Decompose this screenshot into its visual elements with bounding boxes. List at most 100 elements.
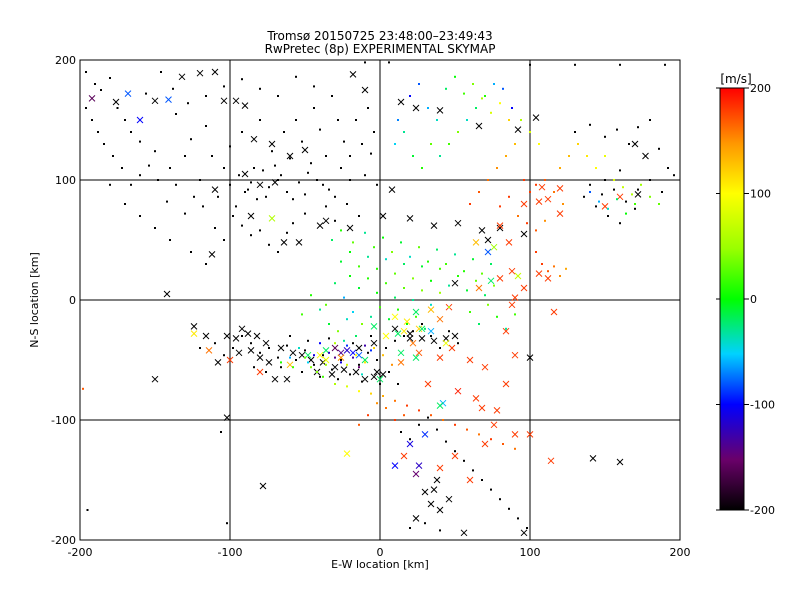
data-point-dot [280,174,282,177]
data-point-dot [271,150,273,153]
data-point-dot [367,255,369,258]
data-point-dot [328,351,330,354]
data-point-dot [112,155,114,157]
data-point-dot [238,174,240,177]
data-point-dot [328,323,330,325]
data-point-dot [487,303,489,306]
data-point-dot [421,323,423,325]
data-point-cross [436,402,444,409]
data-point-dot [319,128,321,131]
data-point-dot [631,193,633,196]
data-point-cross [268,215,276,222]
data-point-dot [220,431,222,433]
data-point-dot [625,200,627,203]
data-point-dot [403,263,405,265]
data-point-dot [379,306,381,309]
data-point-dot [253,366,255,369]
data-point-cross [352,368,360,376]
data-point-dot [403,335,405,337]
data-point-cross [406,215,414,222]
data-point-cross [253,332,261,340]
data-point-cross [436,107,444,114]
data-point-cross [370,323,378,330]
data-point-dot [439,529,441,532]
data-point-dot [259,229,261,232]
data-point-dot [529,131,531,133]
data-point-dot [445,440,447,443]
data-point-dot [343,339,345,342]
data-point-dot [241,78,243,81]
data-point-dot [427,107,429,109]
data-point-dot [388,371,390,373]
data-point-cross [412,104,420,112]
data-point-dot [325,155,327,157]
data-point-dot [439,291,441,294]
data-point-dot [382,354,384,357]
data-point-dot [409,527,411,529]
data-point-dot [613,179,615,181]
data-point-dot [475,279,477,282]
data-point-cross [487,277,495,285]
data-point-cross [451,279,459,287]
data-point-dot [334,282,336,285]
data-point-cross [337,354,345,361]
data-point-dot [583,195,585,198]
data-point-dot [346,318,348,321]
data-point-dot [640,183,642,186]
data-point-dot [244,191,246,193]
x-tick-label: -100 [218,546,243,559]
data-point-dot [175,183,177,186]
data-point-cross [490,243,498,251]
data-point-dot [664,63,666,66]
data-point-dot [337,378,339,381]
data-point-dot [637,188,639,191]
data-point-dot [493,83,495,85]
data-point-dot [478,323,480,325]
data-point-cross [178,73,186,81]
data-point-dot [637,126,639,129]
data-point-dot [166,200,168,203]
data-point-dot [466,428,468,431]
data-point-dot [199,179,201,181]
data-point-dot [109,183,111,186]
data-point-dot [373,246,375,249]
data-point-cross [151,375,159,383]
data-point-cross [403,318,411,325]
data-point-dot [334,383,336,385]
data-point-dot [358,265,360,268]
data-point-cross [520,230,528,238]
data-point-dot [319,308,321,311]
data-point-dot [190,138,192,141]
data-point-dot [340,361,342,364]
data-point-dot [535,183,537,186]
data-point-dot [421,289,423,292]
data-point-dot [412,330,414,333]
plot-frame [79,59,681,541]
data-point-dot [493,284,495,287]
data-point-dot [406,323,408,325]
data-point-dot [217,195,219,198]
data-point-dot [490,438,492,441]
data-point-dot [367,414,369,417]
data-point-dot [265,371,267,373]
data-point-cross [556,210,564,217]
data-point-dot [409,438,411,441]
data-point-dot [415,315,417,318]
data-point-dot [439,347,441,349]
data-point-dot [457,275,459,277]
data-point-cross [376,375,384,383]
data-point-dot [154,150,156,153]
chart-title-line1: Tromsø 20150725 23:48:00–23:49:43 [266,29,492,43]
data-point-dot [223,167,225,169]
data-point-dot [361,373,363,376]
data-point-dot [361,143,363,145]
data-point-dot [86,509,89,511]
data-point-dot [319,375,321,378]
data-point-cross [451,332,459,340]
data-point-dot [457,131,459,133]
data-point-dot [355,335,357,337]
data-point-dot [508,507,510,510]
data-point-cross [289,349,297,357]
data-point-dot [352,356,354,359]
